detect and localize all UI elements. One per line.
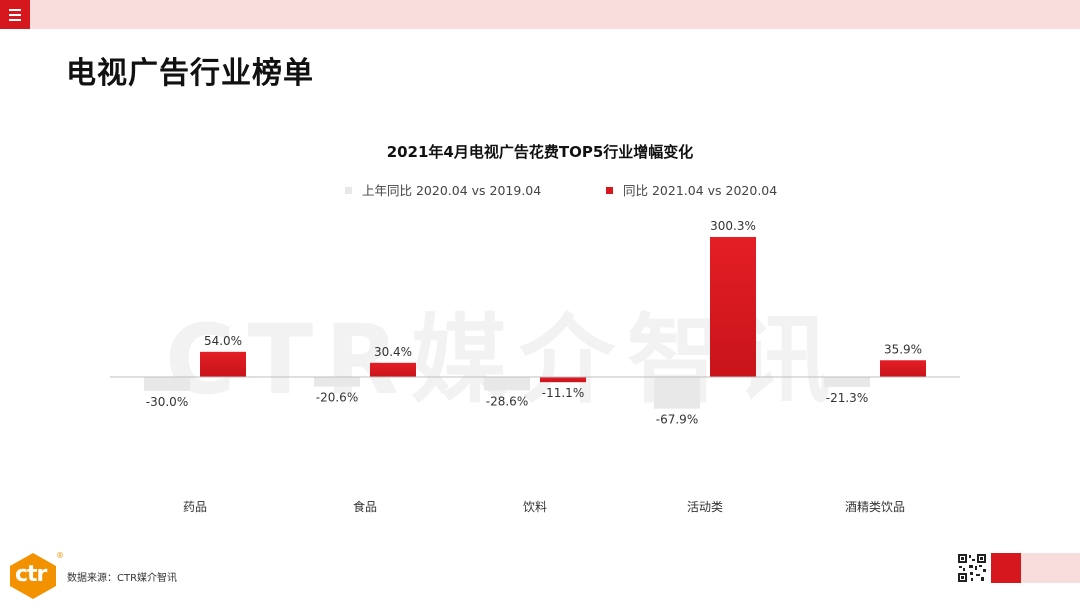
- data-label-current-4: 35.9%: [884, 342, 922, 356]
- bar-current-2: [540, 377, 586, 383]
- category-label-0: 药品: [183, 500, 207, 514]
- footer-pink-block: [1021, 553, 1080, 583]
- bar-current-1: [370, 362, 416, 377]
- data-label-current-0: 54.0%: [204, 334, 242, 348]
- qr-code-icon: [957, 553, 987, 583]
- category-label-4: 酒精类饮品: [845, 500, 905, 514]
- ctr-logo: [10, 553, 56, 599]
- legend-label-current: 同比 2021.04 vs 2020.04: [623, 183, 778, 198]
- data-label-prev-year-3: -67.9%: [656, 413, 698, 427]
- top-bar: [0, 0, 1080, 29]
- bar-current-4: [880, 360, 926, 377]
- bar-prev-year-0: [144, 377, 190, 391]
- bar-prev-year-3: [654, 377, 700, 409]
- data-label-current-1: 30.4%: [374, 345, 412, 359]
- category-label-2: 饮料: [523, 500, 547, 514]
- registered-mark: ®: [56, 551, 64, 560]
- legend-label-prev-year: 上年同比 2020.04 vs 2019.04: [362, 183, 542, 198]
- data-source: 数据来源：CTR媒介智讯: [67, 573, 178, 584]
- footer-red-block: [991, 553, 1021, 583]
- bar-current-3: [710, 237, 756, 377]
- data-label-prev-year-1: -20.6%: [316, 391, 358, 405]
- legend-swatch-prev-year: [345, 187, 352, 194]
- bar-current-0: [200, 351, 246, 377]
- legend-swatch-current: [606, 187, 613, 194]
- data-label-prev-year-4: -21.3%: [826, 391, 868, 405]
- bar-prev-year-2: [484, 377, 530, 391]
- logo-text: ctr: [15, 562, 47, 587]
- category-label-3: 活动类: [687, 500, 723, 514]
- bar-prev-year-4: [824, 377, 870, 387]
- category-label-1: 食品: [353, 499, 377, 514]
- data-label-current-3: 300.3%: [710, 219, 756, 233]
- legend-item-prev-year: 上年同比 2020.04 vs 2019.04: [345, 180, 541, 199]
- data-label-current-2: -11.1%: [542, 386, 584, 400]
- legend-item-current: 同比 2021.04 vs 2020.04: [606, 180, 777, 199]
- data-label-prev-year-0: -30.0%: [146, 395, 188, 409]
- menu-button[interactable]: [0, 0, 30, 29]
- bar-prev-year-1: [314, 377, 360, 387]
- page-title: 电视广告行业榜单: [66, 56, 314, 91]
- chart-title: 2021年4月电视广告花费TOP5行业增幅变化: [386, 143, 694, 161]
- data-label-prev-year-2: -28.6%: [486, 394, 528, 408]
